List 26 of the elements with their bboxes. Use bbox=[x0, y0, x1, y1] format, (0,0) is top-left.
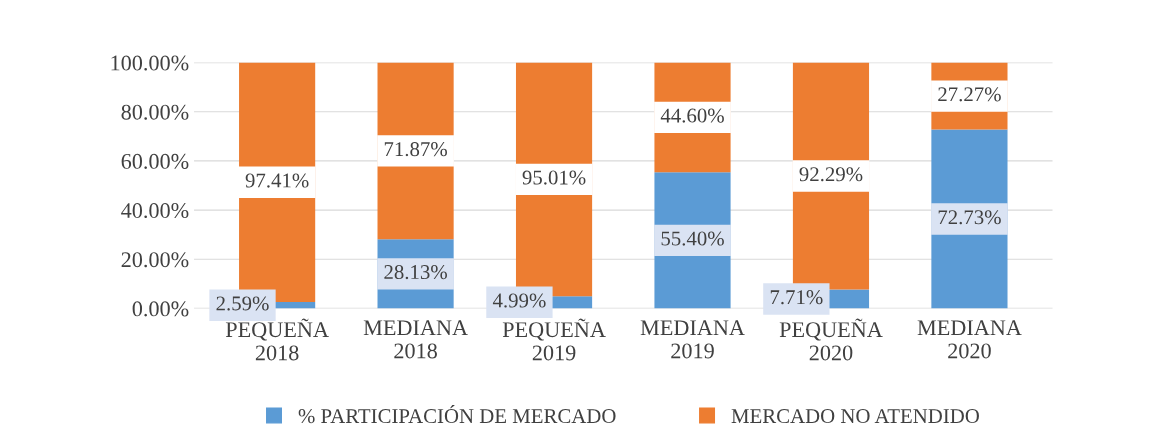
legend-label: % PARTICIPACIÓN DE MERCADO bbox=[298, 405, 616, 424]
data-label: 44.60% bbox=[660, 108, 724, 123]
y-tick-label: 20.00% bbox=[121, 252, 189, 268]
y-tick-label: 100.00% bbox=[111, 55, 189, 71]
x-tick-label: PEQUEÑA 2018 bbox=[225, 318, 329, 361]
data-label: 27.27% bbox=[938, 87, 1001, 102]
y-tick-label: 60.00% bbox=[121, 153, 189, 169]
x-tick-label: PEQUEÑA 2019 bbox=[502, 318, 606, 361]
x-tick-label: PEQUEÑA 2020 bbox=[779, 318, 883, 361]
data-label: 7.71% bbox=[770, 290, 823, 305]
data-label: 92.29% bbox=[799, 167, 863, 182]
data-label: 2.59% bbox=[216, 296, 269, 311]
y-tick-label: 80.00% bbox=[121, 104, 189, 120]
data-label: 97.41% bbox=[245, 173, 309, 188]
y-tick-label: 0.00% bbox=[132, 301, 189, 317]
data-label: 28.13% bbox=[384, 265, 447, 280]
x-tick-label: MEDIANA 2019 bbox=[640, 320, 745, 359]
legend-label: MERCADO NO ATENDIDO bbox=[731, 409, 979, 424]
x-tick-label: MEDIANA 2020 bbox=[917, 320, 1022, 359]
data-label: 95.01% bbox=[522, 170, 586, 185]
data-label: 72.73% bbox=[938, 210, 1001, 225]
data-label: 71.87% bbox=[384, 142, 447, 157]
data-label: 55.40% bbox=[661, 231, 724, 246]
data-label: 4.99% bbox=[492, 293, 546, 308]
y-tick-label: 40.00% bbox=[121, 203, 189, 219]
x-tick-label: MEDIANA 2018 bbox=[363, 320, 468, 359]
